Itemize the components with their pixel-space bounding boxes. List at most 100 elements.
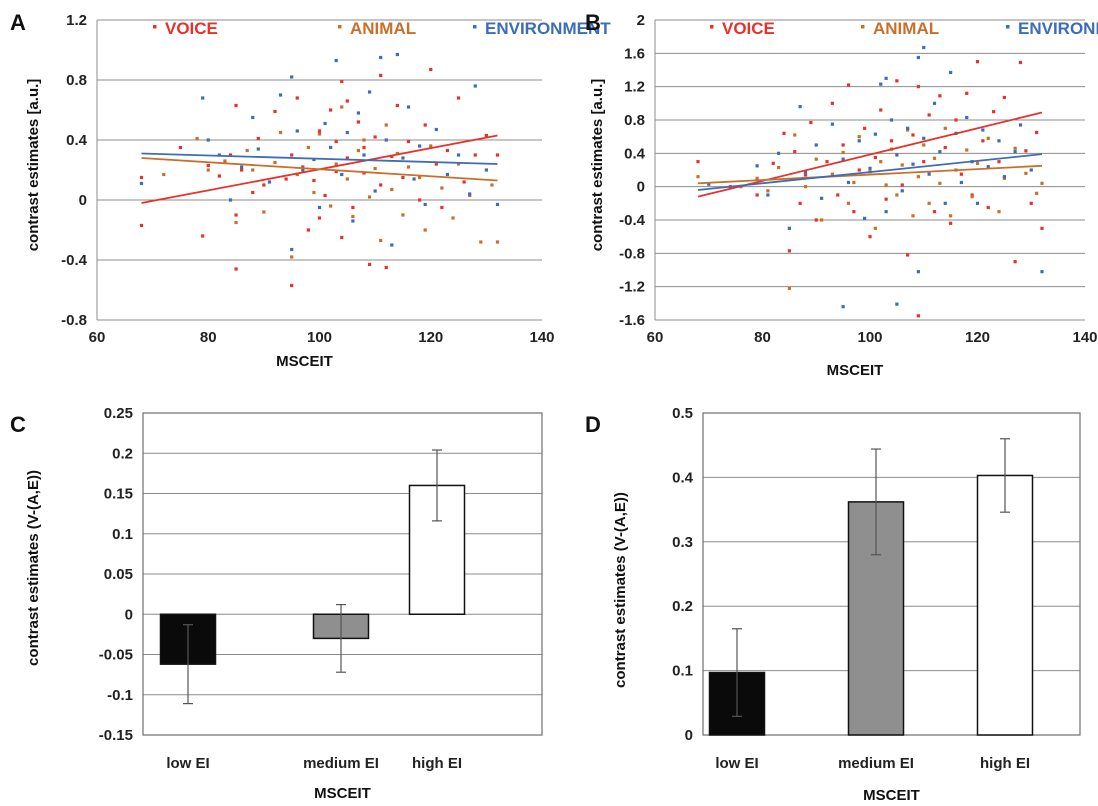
data-point-voice xyxy=(873,155,877,160)
data-point-animal xyxy=(884,183,888,187)
data-point-animal xyxy=(793,133,797,137)
data-point-voice xyxy=(932,210,937,214)
x-tick-label: 60 xyxy=(647,329,664,346)
data-point-environment xyxy=(362,153,366,157)
data-point-environment xyxy=(373,189,377,193)
x-tick-label: 100 xyxy=(307,329,332,346)
data-point-voice xyxy=(809,120,813,125)
data-point-animal xyxy=(245,148,249,153)
data-point-voice xyxy=(959,172,963,176)
y-axis-title: contrast estimates (V-(A,E)) xyxy=(612,492,629,688)
data-point-environment xyxy=(1013,150,1017,154)
x-tick-label: 60 xyxy=(89,329,106,346)
data-point-animal xyxy=(440,186,444,190)
data-point-animal xyxy=(206,168,210,172)
data-point-voice xyxy=(262,183,266,187)
data-point-voice xyxy=(340,79,344,84)
data-point-voice xyxy=(825,160,829,164)
data-point-environment xyxy=(256,147,260,151)
y-axis-title: contrast estimates [a.u.] xyxy=(589,79,606,252)
data-point-voice xyxy=(429,67,433,72)
data-point-voice xyxy=(418,198,422,202)
data-point-animal xyxy=(906,128,910,132)
data-point-voice xyxy=(798,201,802,205)
y-tick-label: 1.2 xyxy=(624,79,645,96)
data-point-environment xyxy=(922,45,926,50)
data-point-animal xyxy=(943,126,947,130)
category-label: high EI xyxy=(980,755,1030,772)
y-tick-label: -0.4 xyxy=(61,252,88,269)
data-point-voice xyxy=(395,103,399,108)
data-point-animal xyxy=(418,175,422,180)
data-point-environment xyxy=(139,181,144,186)
data-point-voice xyxy=(323,193,327,198)
data-point-environment xyxy=(943,201,947,205)
data-point-environment xyxy=(356,111,361,115)
y-tick-label: -1.6 xyxy=(619,312,645,329)
y-tick-label: -0.4 xyxy=(619,212,646,229)
data-point-animal xyxy=(777,165,781,170)
data-point-animal xyxy=(932,156,937,160)
data-point-environment xyxy=(777,151,781,155)
y-tick-label: 0 xyxy=(125,606,133,623)
data-point-animal xyxy=(873,226,877,230)
data-point-animal xyxy=(922,143,926,147)
trend-line-animal xyxy=(141,157,498,182)
data-point-environment xyxy=(873,132,877,136)
data-point-animal xyxy=(949,214,953,218)
data-point-environment xyxy=(911,162,915,166)
data-point-environment xyxy=(959,180,963,185)
data-point-voice xyxy=(916,314,920,318)
data-point-voice xyxy=(462,180,466,184)
y-tick-label: 0.05 xyxy=(104,566,133,583)
data-point-animal xyxy=(423,228,427,232)
data-point-voice xyxy=(362,171,366,175)
data-point-voice xyxy=(997,160,1001,164)
panel-a-scatter: -0.8 -0.4 0 0.4 0.8 1.2 60 80 100 120 140 VOICE ANIM… xyxy=(10,10,611,370)
data-point-animal xyxy=(830,172,834,176)
data-point-environment xyxy=(473,84,477,88)
y-axis-title: contrast estimates (V-(A,E)) xyxy=(25,470,42,666)
data-point-environment xyxy=(900,189,904,193)
data-point-voice xyxy=(290,153,294,157)
data-point-animal xyxy=(938,181,942,185)
x-tick-label: 140 xyxy=(529,329,554,346)
category-label: high EI xyxy=(412,755,462,772)
data-point-environment xyxy=(927,172,931,176)
data-point-animal xyxy=(273,160,277,165)
data-point-voice xyxy=(895,79,899,83)
data-point-environment xyxy=(345,130,349,135)
legend-label-voice: VOICE xyxy=(722,19,775,38)
data-point-animal xyxy=(356,148,361,153)
data-point-animal xyxy=(820,218,824,222)
y-tick-label: 0.15 xyxy=(104,486,133,503)
data-point-voice xyxy=(884,197,888,201)
data-point-environment xyxy=(889,118,894,122)
y-tick-label: 1.2 xyxy=(66,12,87,29)
data-point-animal xyxy=(1024,171,1028,175)
data-point-animal xyxy=(766,189,770,193)
data-point-environment xyxy=(445,172,450,177)
data-point-environment xyxy=(290,75,294,79)
y-tick-label: -0.05 xyxy=(99,647,133,664)
data-point-voice xyxy=(696,160,700,164)
legend-marker-voice xyxy=(153,25,157,29)
legend-label-animal: ANIMAL xyxy=(350,19,416,38)
data-point-animal xyxy=(234,220,238,225)
category-label: medium EI xyxy=(303,755,379,772)
data-point-voice xyxy=(938,94,942,98)
data-point-animal xyxy=(429,144,433,148)
legend-label-animal: ANIMAL xyxy=(873,19,939,38)
data-point-environment xyxy=(997,139,1001,143)
y-tick-label: 2 xyxy=(637,12,645,29)
data-point-voice xyxy=(423,123,427,127)
data-point-voice xyxy=(803,173,808,177)
data-point-environment xyxy=(841,157,845,161)
data-point-voice xyxy=(379,73,383,78)
data-point-environment xyxy=(384,138,388,142)
y-tick-label: 0.4 xyxy=(66,132,88,149)
data-point-environment xyxy=(1018,123,1023,127)
y-tick-label: 0.2 xyxy=(112,445,133,462)
y-tick-label: 0 xyxy=(79,192,87,209)
x-tick-label: 120 xyxy=(965,329,990,346)
